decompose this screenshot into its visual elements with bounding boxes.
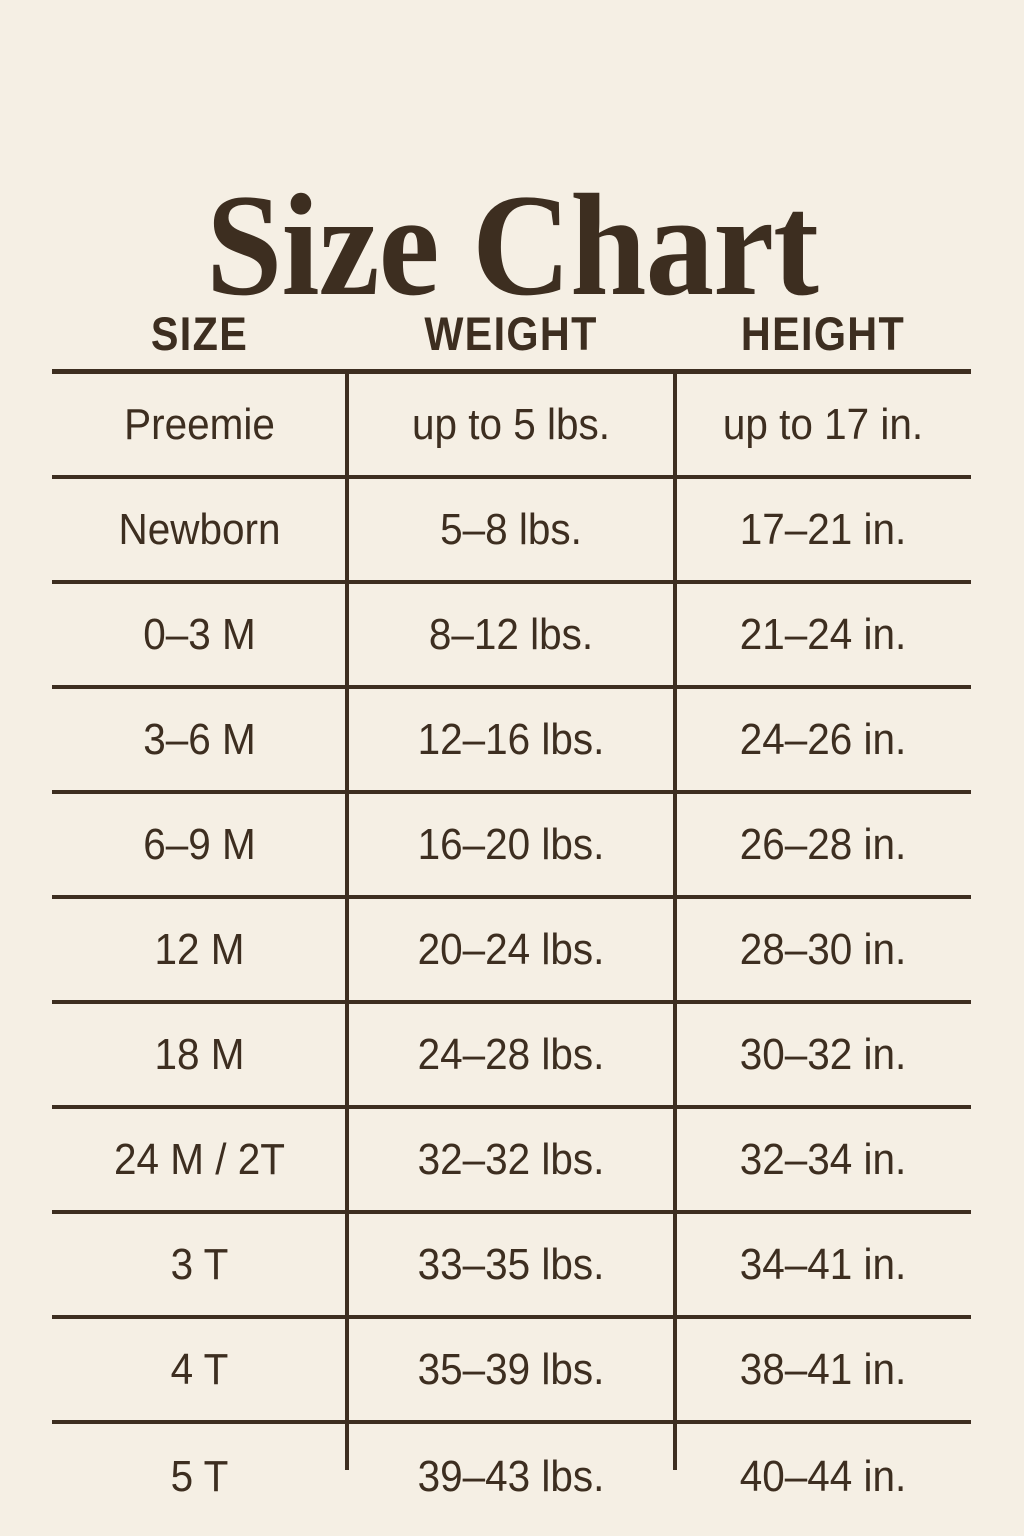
page-title: Size Chart bbox=[206, 163, 819, 326]
cell-weight: 32–32 lbs. bbox=[417, 1134, 605, 1184]
cell-size: 3–6 M bbox=[143, 714, 256, 764]
cell-height: 26–28 in. bbox=[739, 819, 907, 869]
table-row: 3 T 33–35 lbs. 34–41 in. bbox=[52, 1214, 971, 1319]
cell-height: 28–30 in. bbox=[739, 924, 907, 974]
cell-size: Preemie bbox=[124, 399, 275, 449]
cell-size: Newborn bbox=[118, 504, 281, 554]
cell-height: 30–32 in. bbox=[739, 1029, 907, 1079]
table-row: 3–6 M 12–16 lbs. 24–26 in. bbox=[52, 689, 971, 794]
table-row: 18 M 24–28 lbs. 30–32 in. bbox=[52, 1004, 971, 1109]
table-row: Newborn 5–8 lbs. 17–21 in. bbox=[52, 479, 971, 584]
cell-weight: 8–12 lbs. bbox=[428, 609, 594, 659]
table-row: 5 T 39–43 lbs. 40–44 in. bbox=[52, 1424, 971, 1530]
table-header-row: SIZE WEIGHT HEIGHT bbox=[52, 270, 971, 374]
table-row: Preemie up to 5 lbs. up to 17 in. bbox=[52, 374, 971, 479]
cell-weight: 16–20 lbs. bbox=[417, 819, 605, 869]
cell-weight: up to 5 lbs. bbox=[411, 399, 611, 449]
column-header-height: HEIGHT bbox=[740, 307, 906, 360]
cell-weight: 33–35 lbs. bbox=[417, 1239, 605, 1289]
table-row: 24 M / 2T 32–32 lbs. 32–34 in. bbox=[52, 1109, 971, 1214]
cell-size: 4 T bbox=[170, 1344, 229, 1394]
cell-size: 3 T bbox=[170, 1239, 229, 1289]
table-row: 4 T 35–39 lbs. 38–41 in. bbox=[52, 1319, 971, 1424]
column-header-weight: WEIGHT bbox=[424, 307, 598, 360]
size-chart-table: SIZE WEIGHT HEIGHT Preemie up to 5 lbs. … bbox=[52, 270, 971, 1530]
cell-size: 24 M / 2T bbox=[114, 1134, 285, 1184]
cell-height: 38–41 in. bbox=[739, 1344, 907, 1394]
cell-weight: 20–24 lbs. bbox=[417, 924, 605, 974]
cell-height: up to 17 in. bbox=[722, 399, 924, 449]
cell-height: 34–41 in. bbox=[739, 1239, 907, 1289]
cell-size: 12 M bbox=[154, 924, 245, 974]
cell-weight: 5–8 lbs. bbox=[440, 504, 582, 554]
cell-height: 24–26 in. bbox=[739, 714, 907, 764]
cell-weight: 35–39 lbs. bbox=[417, 1344, 605, 1394]
cell-weight: 12–16 lbs. bbox=[417, 714, 605, 764]
cell-height: 40–44 in. bbox=[739, 1452, 907, 1501]
table-row: 12 M 20–24 lbs. 28–30 in. bbox=[52, 899, 971, 1004]
cell-size: 0–3 M bbox=[143, 609, 256, 659]
cell-size: 18 M bbox=[154, 1029, 245, 1079]
cell-height: 32–34 in. bbox=[739, 1134, 907, 1184]
cell-height: 17–21 in. bbox=[739, 504, 907, 554]
column-divider-1 bbox=[345, 374, 349, 1470]
column-divider-2 bbox=[673, 374, 677, 1470]
cell-size: 5 T bbox=[170, 1452, 229, 1501]
table-row: 0–3 M 8–12 lbs. 21–24 in. bbox=[52, 584, 971, 689]
cell-height: 21–24 in. bbox=[739, 609, 907, 659]
column-header-size: SIZE bbox=[150, 307, 249, 360]
cell-weight: 39–43 lbs. bbox=[417, 1452, 605, 1501]
cell-weight: 24–28 lbs. bbox=[417, 1029, 605, 1079]
table-row: 6–9 M 16–20 lbs. 26–28 in. bbox=[52, 794, 971, 899]
cell-size: 6–9 M bbox=[143, 819, 256, 869]
